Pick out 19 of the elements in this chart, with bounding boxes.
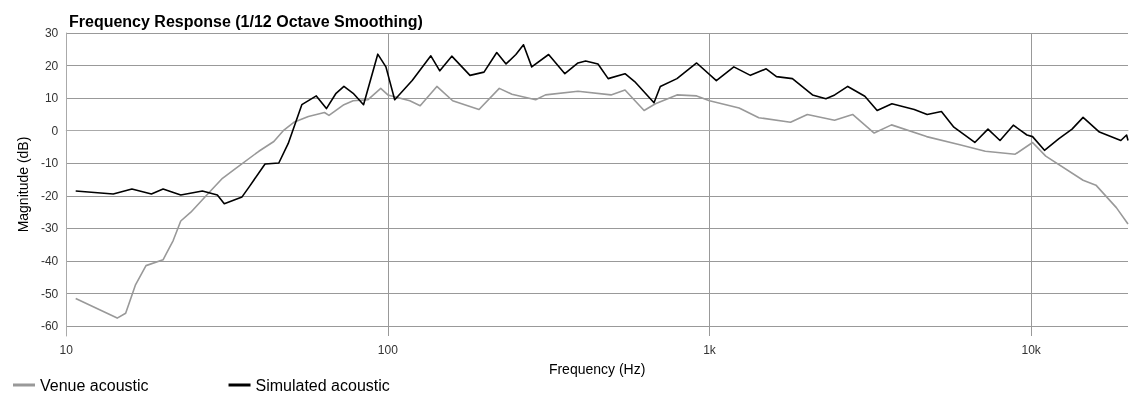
x-tick-label: 10 xyxy=(59,343,74,357)
x-tick-label: 100 xyxy=(377,343,399,357)
x-tick-label: 10k xyxy=(1021,343,1042,357)
y-tick-label: -50 xyxy=(40,286,59,301)
legend-label: Venue acoustic xyxy=(40,376,149,394)
y-tick-label: -30 xyxy=(40,221,59,236)
y-tick-label: 10 xyxy=(44,91,59,106)
y-tick-label: 30 xyxy=(44,26,59,40)
y-tick-label: 0 xyxy=(51,123,59,138)
y-tick-label: -10 xyxy=(40,156,59,171)
y-axis-title: Magnitude (dB) xyxy=(15,136,31,233)
x-tick-label: 1k xyxy=(703,343,717,357)
y-tick-label: -60 xyxy=(40,319,59,334)
y-tick-label: -40 xyxy=(40,254,59,269)
chart-title: Frequency Response (1/12 Octave Smoothing) xyxy=(69,12,423,30)
legend-label: Simulated acoustic xyxy=(255,376,390,394)
x-axis-title: Frequency (Hz) xyxy=(548,361,646,377)
y-tick-label: -20 xyxy=(40,188,59,203)
y-tick-label: 20 xyxy=(44,58,59,73)
